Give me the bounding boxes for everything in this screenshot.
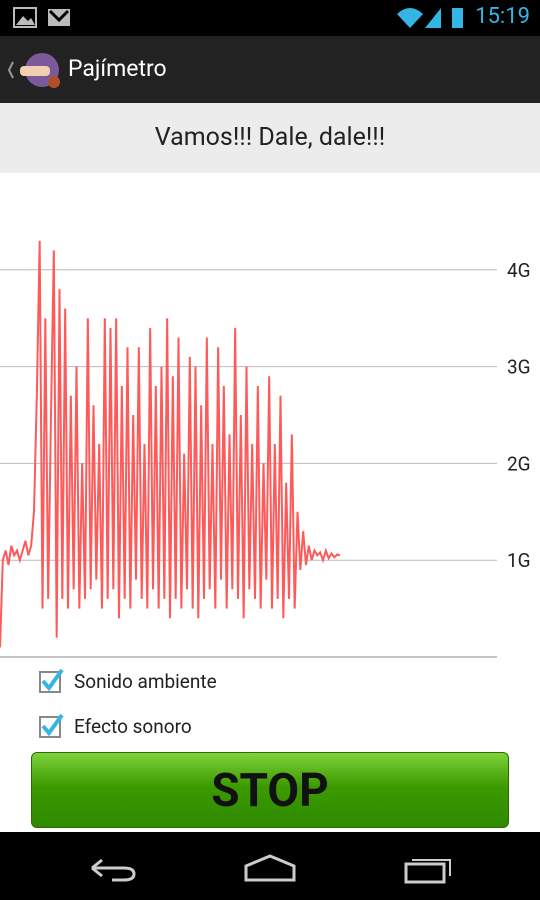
- data-line: [0, 240, 341, 648]
- nav-icons: [91, 854, 451, 884]
- option[interactable]: Sonido ambiente: [38, 666, 217, 696]
- y-tick-label: 2G: [507, 452, 531, 475]
- signal-icons: [397, 8, 463, 28]
- option[interactable]: Efecto sonoro: [38, 711, 192, 741]
- checkbox[interactable]: [38, 713, 64, 739]
- check-mark: [41, 713, 64, 737]
- checkbox[interactable]: [38, 668, 64, 694]
- action-bar: Pajímetro: [0, 36, 540, 103]
- option-label: Efecto sonoro: [74, 714, 192, 738]
- app-icon[interactable]: [4, 50, 64, 92]
- clock: 15:19: [475, 4, 530, 29]
- check-mark: [41, 668, 64, 692]
- chart: 1G 2G 3G 4G: [0, 240, 531, 658]
- y-tick-label: 1G: [507, 549, 531, 572]
- status-icons: [13, 7, 70, 28]
- y-tick-label: 4G: [507, 259, 531, 282]
- app-title: Pajímetro: [68, 55, 167, 82]
- y-tick-label: 3G: [507, 356, 531, 379]
- option-label: Sonido ambiente: [74, 669, 217, 693]
- nav-bar: [0, 832, 540, 900]
- stop-button[interactable]: STOP: [31, 752, 509, 828]
- status-bar: 15:19: [0, 0, 540, 36]
- message: Vamos!!! Dale, dale!!!: [0, 103, 540, 173]
